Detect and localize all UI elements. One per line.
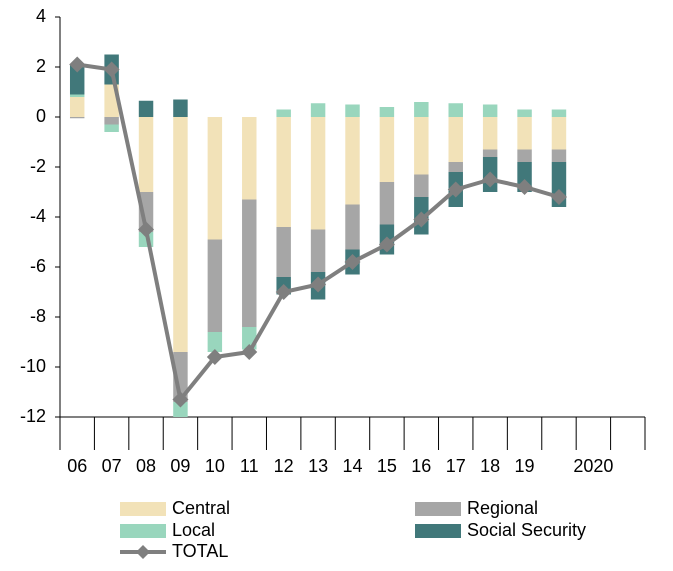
bar-segment bbox=[242, 199, 257, 327]
bar-segment bbox=[276, 117, 291, 227]
bar-segment bbox=[173, 99, 188, 117]
bar-segment bbox=[138, 100, 154, 117]
x-tick-label: 07 bbox=[102, 456, 122, 476]
x-tick-label: 06 bbox=[67, 456, 87, 476]
bar-segment bbox=[310, 117, 326, 230]
bar-segment bbox=[104, 124, 119, 132]
bar-segment bbox=[345, 204, 360, 250]
total-marker bbox=[275, 284, 292, 300]
legend-marker bbox=[136, 545, 150, 559]
bar-segment bbox=[207, 117, 223, 240]
total-marker bbox=[344, 254, 361, 270]
legend-label: Regional bbox=[467, 498, 538, 518]
legend-label: Local bbox=[172, 520, 215, 540]
x-tick-label: 18 bbox=[480, 456, 500, 476]
total-marker bbox=[413, 211, 430, 228]
bar-segment bbox=[104, 117, 119, 125]
bar-segment bbox=[310, 229, 326, 272]
bar-segment bbox=[379, 107, 395, 117]
bar-segment bbox=[310, 103, 326, 117]
y-tick-label: 4 bbox=[36, 6, 46, 26]
bar-segment bbox=[517, 117, 532, 150]
x-tick-label: 2020 bbox=[573, 456, 613, 476]
legend-swatch bbox=[415, 502, 461, 516]
bar-segment bbox=[69, 64, 85, 95]
bar-segment bbox=[551, 149, 567, 162]
legend-label: Central bbox=[172, 498, 230, 518]
x-tick-label: 08 bbox=[136, 456, 156, 476]
bar-segment bbox=[207, 239, 223, 332]
total-marker bbox=[378, 236, 395, 253]
total-marker bbox=[206, 349, 223, 365]
bar-segment bbox=[551, 109, 567, 117]
bar-segment bbox=[448, 117, 463, 162]
total-marker bbox=[103, 61, 120, 78]
total-marker bbox=[447, 181, 464, 198]
total-marker bbox=[241, 344, 258, 360]
x-tick-label: 17 bbox=[446, 456, 466, 476]
bar-segment bbox=[173, 402, 188, 417]
legend-swatch bbox=[120, 502, 166, 516]
total-marker bbox=[550, 189, 567, 205]
bar-segment bbox=[69, 94, 85, 97]
bar-segment bbox=[517, 109, 532, 117]
bar-segment bbox=[482, 117, 498, 150]
bar-segment bbox=[69, 117, 85, 119]
x-tick-label: 11 bbox=[240, 456, 259, 476]
bar-segment bbox=[448, 162, 463, 172]
bar-segment bbox=[276, 109, 291, 117]
total-marker bbox=[172, 391, 189, 408]
y-tick-label: -6 bbox=[30, 256, 46, 276]
x-tick-label: 13 bbox=[308, 456, 328, 476]
x-tick-label: 19 bbox=[515, 456, 535, 476]
x-tick-label: 09 bbox=[170, 456, 190, 476]
bar-segment bbox=[173, 117, 188, 352]
legend-swatch bbox=[120, 524, 166, 538]
y-tick-label: -12 bbox=[20, 406, 46, 426]
x-tick-label: 16 bbox=[411, 456, 431, 476]
total-marker bbox=[69, 56, 86, 73]
legend-swatch bbox=[415, 524, 461, 538]
total-marker bbox=[310, 276, 327, 293]
bar-segment bbox=[276, 227, 291, 277]
bar-segment bbox=[414, 117, 429, 175]
legend-label: TOTAL bbox=[172, 541, 228, 561]
bar-segment bbox=[379, 117, 395, 182]
bar-segment bbox=[207, 332, 223, 352]
bar-segment bbox=[482, 104, 498, 117]
bar-segment bbox=[517, 149, 532, 162]
bar-segment bbox=[345, 104, 360, 117]
total-marker bbox=[138, 221, 155, 238]
bar-segment bbox=[414, 102, 429, 117]
x-tick-label: 14 bbox=[342, 456, 362, 476]
bar-segment bbox=[242, 117, 257, 200]
bar-segment bbox=[448, 103, 463, 117]
bar-segment bbox=[482, 149, 498, 157]
bar-segment bbox=[69, 97, 85, 117]
y-tick-label: -4 bbox=[30, 206, 46, 226]
y-tick-label: -2 bbox=[30, 156, 46, 176]
x-tick-label: 12 bbox=[274, 456, 294, 476]
x-tick-label: 10 bbox=[205, 456, 225, 476]
total-marker bbox=[516, 179, 533, 195]
bar-segment bbox=[379, 182, 395, 225]
total-marker bbox=[482, 171, 499, 188]
bar-segment bbox=[345, 117, 360, 205]
x-tick-label: 15 bbox=[377, 456, 397, 476]
y-tick-label: -10 bbox=[20, 356, 46, 376]
bar-segment bbox=[414, 174, 429, 197]
y-tick-label: 2 bbox=[36, 56, 46, 76]
y-tick-label: 0 bbox=[36, 106, 46, 126]
legend-label: Social Security bbox=[467, 520, 586, 540]
bar-segment bbox=[551, 117, 567, 150]
y-tick-label: -8 bbox=[30, 306, 46, 326]
bar-segment bbox=[138, 117, 154, 192]
